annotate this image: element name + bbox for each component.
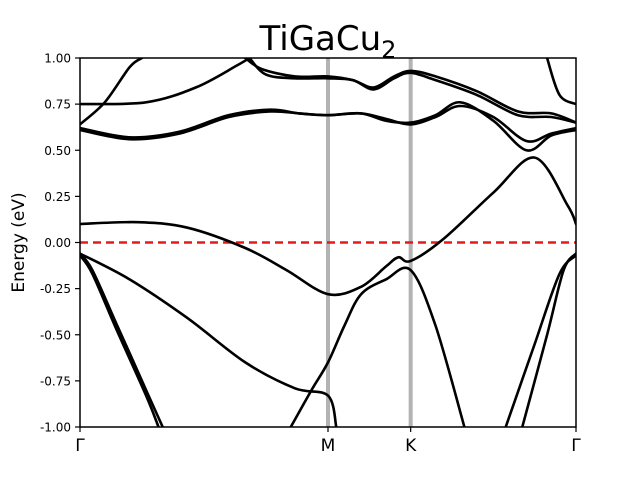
chart-title: TiGaCu2 bbox=[259, 19, 397, 64]
band-line bbox=[521, 252, 576, 427]
y-tick-label: 0.25 bbox=[44, 190, 71, 204]
band-line bbox=[545, 58, 576, 106]
y-tick-label: -0.75 bbox=[40, 374, 71, 388]
y-tick-label: 0.50 bbox=[44, 144, 71, 158]
x-tick-label: M bbox=[321, 436, 336, 456]
x-tick-label: Γ bbox=[571, 436, 581, 456]
band-line bbox=[248, 58, 576, 124]
band-line bbox=[80, 58, 251, 106]
y-axis-label: Energy (eV) bbox=[9, 192, 29, 292]
band-lines bbox=[80, 58, 576, 427]
y-tick-label: -1.00 bbox=[40, 421, 71, 435]
band-line bbox=[80, 156, 576, 297]
band-line bbox=[80, 58, 144, 126]
band-line bbox=[80, 252, 164, 427]
band-line bbox=[504, 254, 576, 427]
y-tick-label: 1.00 bbox=[44, 52, 71, 66]
band-line bbox=[80, 254, 160, 427]
chart-title-main: TiGaCu bbox=[259, 19, 382, 59]
band-line bbox=[80, 252, 338, 427]
y-tick-label: -0.25 bbox=[40, 282, 71, 296]
x-tick-label: Γ bbox=[75, 436, 85, 456]
chart-title-subscript: 2 bbox=[381, 36, 396, 64]
y-tick-label: 0.00 bbox=[44, 236, 71, 250]
band-line bbox=[80, 100, 576, 152]
band-line bbox=[244, 58, 576, 124]
y-axis-ticks: -1.00 -0.75 -0.50 -0.25 0.00 0.25 0.50 0.75 1.00 bbox=[40, 52, 80, 435]
x-tick-label: K bbox=[405, 436, 417, 456]
y-tick-label: -0.50 bbox=[40, 328, 71, 342]
y-tick-label: 0.75 bbox=[44, 98, 71, 112]
band-line bbox=[289, 266, 466, 427]
